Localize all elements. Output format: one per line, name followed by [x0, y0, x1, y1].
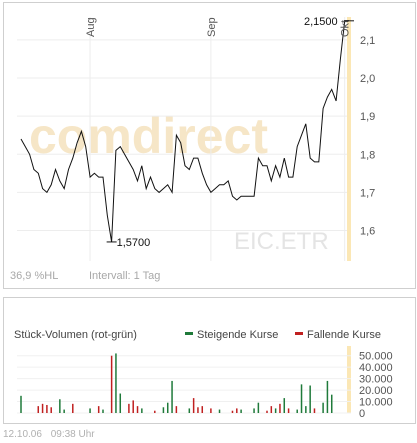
volume-tick-label: 40.000: [359, 362, 393, 374]
volume-bar: [72, 403, 74, 413]
volume-bar: [236, 408, 238, 413]
volume-bar: [63, 409, 65, 413]
volume-bar: [322, 402, 324, 413]
volume-bar: [97, 406, 100, 413]
volume-bar: [197, 407, 199, 413]
volume-bar: [171, 380, 173, 413]
x-tick-label: Aug: [85, 17, 97, 37]
price-chart-panel: comdirect EIC.ETR 1,6 1,7 1,8 1,9 2,0 2,1 Aug Se…: [3, 2, 416, 289]
volume-bar: [89, 408, 91, 413]
volume-chart: Stück-Volumen (rot-grün) Steigende Kurse F…: [14, 329, 393, 420]
volume-tick-label: 30.000: [359, 374, 393, 386]
legend-label: Steigende Kurse: [197, 329, 278, 341]
volume-title: Stück-Volumen (rot-grün): [14, 329, 137, 341]
volume-bar: [253, 408, 255, 413]
high-low-bar: [347, 346, 351, 413]
volume-bar: [231, 410, 234, 413]
volume-tick-label: 50.000: [359, 351, 393, 363]
legend-label: Fallende Kurse: [307, 329, 381, 341]
volume-bar: [192, 398, 195, 413]
volume-bar: [154, 410, 156, 413]
volume-bar: [141, 408, 143, 413]
volume-bar: [41, 403, 44, 413]
volume-tick-label: 0: [359, 408, 365, 420]
volume-bar: [132, 400, 134, 413]
timestamp-footer: 12.10.06 09:38 Uhr: [3, 429, 101, 440]
volume-bar: [279, 403, 281, 413]
volume-bar: [188, 408, 191, 413]
volume-bar: [287, 408, 290, 413]
volume-bar: [50, 407, 52, 413]
volume-bar: [240, 409, 242, 413]
volume-bar: [210, 408, 212, 413]
volume-bar: [175, 406, 178, 413]
symbol-watermark: EIC.ETR: [234, 228, 329, 255]
volume-bar: [270, 406, 273, 413]
footer-date: 12.10.06: [3, 429, 42, 440]
volume-bar: [59, 399, 61, 413]
volume-bar: [166, 402, 169, 413]
volume-bar: [309, 385, 311, 413]
y-tick-label: 1,7: [360, 187, 375, 199]
volume-bar: [136, 406, 139, 413]
volume-bar: [300, 384, 303, 413]
volume-bar: [20, 395, 22, 413]
price-line: [20, 20, 349, 242]
y-tick-label: 2,1: [360, 35, 375, 47]
volume-bar: [102, 409, 104, 413]
min-value-label: 1,5700: [117, 237, 151, 249]
volume-bar: [326, 380, 329, 413]
volume-bar: [274, 408, 277, 413]
volume-bar: [162, 407, 165, 413]
volume-tick-label: 20.000: [359, 385, 393, 397]
max-value-label: 2,1500: [304, 16, 338, 28]
volume-bar: [296, 409, 298, 413]
hl-range-label: 36,9 %HL: [10, 270, 58, 282]
volume-bar: [128, 403, 130, 413]
volume-bar: [266, 410, 268, 413]
volume-bar: [257, 402, 260, 413]
volume-bar: [201, 406, 204, 413]
volume-bar: [313, 408, 316, 413]
volume-bar: [283, 398, 286, 413]
volume-bar: [115, 353, 117, 413]
high-low-bar: [347, 17, 351, 261]
volume-bar: [110, 355, 113, 413]
x-tick-label: Okt: [340, 20, 352, 37]
volume-bar: [46, 404, 48, 413]
y-tick-label: 2,0: [360, 73, 375, 85]
volume-bar: [119, 393, 122, 413]
volume-bar: [218, 409, 221, 413]
volume-bar: [330, 394, 333, 413]
volume-tick-label: 10.000: [359, 397, 393, 409]
volume-chart-panel: Stück-Volumen (rot-grün) Steigende Kurse F…: [3, 297, 416, 424]
interval-label: Intervall: 1 Tag: [89, 270, 160, 282]
footer-time: 09:38 Uhr: [50, 429, 95, 440]
volume-bar: [37, 406, 40, 413]
y-tick-label: 1,9: [360, 111, 375, 123]
y-tick-label: 1,8: [360, 149, 375, 161]
volume-bar: [305, 406, 307, 413]
x-tick-label: Sep: [206, 17, 218, 37]
legend-swatch: [295, 332, 303, 335]
y-tick-label: 1,6: [360, 226, 375, 238]
legend-swatch: [185, 332, 193, 335]
